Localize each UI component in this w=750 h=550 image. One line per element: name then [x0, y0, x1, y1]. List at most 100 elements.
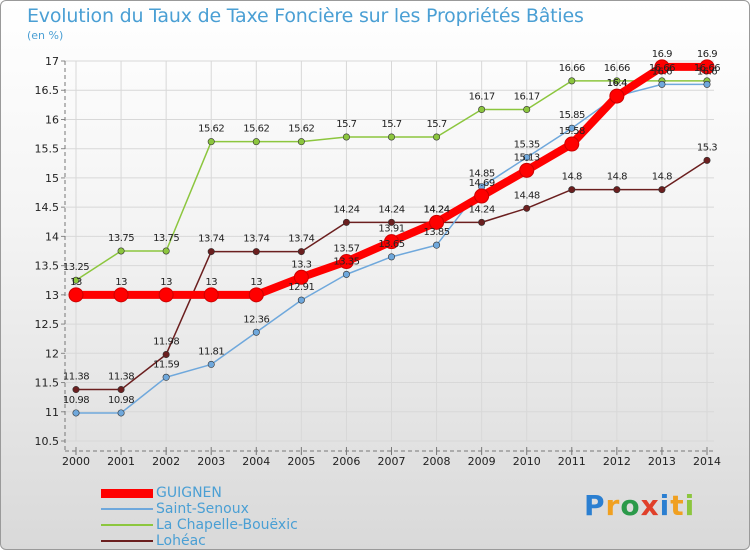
data-point — [387, 133, 395, 141]
y-tick-label: 14.5 — [35, 201, 60, 214]
data-label: 11.98 — [153, 336, 179, 347]
logo-letter: r — [605, 489, 621, 522]
data-label: 16.66 — [649, 63, 675, 74]
data-label: 14.85 — [469, 169, 495, 180]
legend-label: Lohéac — [156, 533, 206, 549]
data-label: 13 — [205, 277, 217, 288]
data-label: 15.62 — [243, 124, 269, 135]
data-label: 16.4 — [607, 78, 627, 89]
y-tick-label: 11 — [45, 406, 59, 419]
data-point — [654, 59, 670, 75]
data-point — [113, 287, 129, 303]
data-point — [158, 287, 174, 303]
legend-swatch — [101, 488, 153, 498]
data-point — [568, 124, 576, 132]
data-point — [519, 162, 535, 178]
x-tick-label: 2001 — [107, 455, 135, 468]
x-tick-label: 2010 — [513, 455, 541, 468]
data-point — [297, 296, 305, 304]
data-point — [478, 106, 486, 114]
data-point — [523, 204, 531, 212]
data-label: 13.57 — [333, 244, 359, 255]
data-label: 15.62 — [198, 124, 224, 135]
data-point — [699, 59, 715, 75]
y-tick-label: 15 — [45, 172, 59, 185]
x-tick-label: 2014 — [693, 455, 721, 468]
data-point — [564, 136, 580, 152]
data-label: 13.25 — [63, 262, 89, 273]
data-point — [207, 360, 215, 368]
data-label: 16.6 — [697, 66, 717, 77]
data-point — [609, 88, 625, 104]
data-point — [523, 153, 531, 161]
data-point — [568, 186, 576, 194]
data-label: 15.3 — [697, 142, 717, 153]
data-label: 13 — [115, 277, 127, 288]
data-label: 13.75 — [153, 233, 179, 244]
data-point — [387, 218, 395, 226]
legend: GUIGNEN Saint-Senoux La Chapelle-Bouëxic Lo… — [101, 485, 361, 549]
y-tick-label: 14 — [45, 230, 59, 243]
data-point — [207, 248, 215, 256]
data-point — [252, 328, 260, 336]
legend-label: La Chapelle-Bouëxic — [156, 517, 298, 533]
data-label: 16.9 — [652, 49, 672, 60]
data-point — [523, 106, 531, 114]
data-point — [248, 287, 264, 303]
data-point — [703, 80, 711, 88]
data-point — [433, 241, 441, 249]
data-point — [207, 138, 215, 146]
data-label: 13.75 — [108, 233, 134, 244]
data-label: 16.17 — [469, 92, 495, 103]
data-point — [658, 186, 666, 194]
data-point — [658, 80, 666, 88]
data-label: 15.7 — [336, 119, 356, 130]
data-point — [252, 248, 260, 256]
data-point — [117, 247, 125, 255]
data-point — [293, 269, 309, 285]
data-label: 14.8 — [562, 172, 582, 183]
data-point — [568, 77, 576, 85]
data-point — [342, 218, 350, 226]
data-point — [72, 386, 80, 394]
x-tick-label: 2005 — [287, 455, 315, 468]
data-label: 11.38 — [63, 372, 89, 383]
data-label: 14.24 — [333, 204, 359, 215]
logo-letter: i — [659, 489, 671, 522]
legend-item: La Chapelle-Bouëxic — [101, 517, 361, 533]
data-label: 15.85 — [559, 110, 585, 121]
data-point — [72, 276, 80, 284]
data-label: 11.38 — [108, 372, 134, 383]
data-label: 16.6 — [652, 66, 672, 77]
data-label: 13 — [160, 277, 172, 288]
data-label: 16.66 — [559, 63, 585, 74]
legend-swatch — [101, 524, 153, 526]
logo-letter: t — [670, 489, 685, 522]
data-label: 13 — [70, 277, 82, 288]
x-tick-label: 2000 — [62, 455, 90, 468]
data-label: 16.17 — [514, 92, 540, 103]
logo-letter: i — [684, 489, 696, 522]
logo-letter: P — [584, 489, 606, 522]
data-point — [478, 218, 486, 226]
data-point — [387, 253, 395, 261]
data-label: 13.3 — [291, 259, 311, 270]
data-point — [68, 287, 84, 303]
data-label: 16.66 — [604, 63, 630, 74]
data-label: 15.35 — [514, 139, 540, 150]
y-unit-label: (en %) — [27, 29, 64, 42]
data-label: 13.65 — [378, 239, 404, 250]
data-label: 15.7 — [381, 119, 401, 130]
data-point — [117, 386, 125, 394]
data-point — [162, 247, 170, 255]
x-tick-label: 2009 — [468, 455, 496, 468]
data-point — [613, 77, 621, 85]
data-label: 15.58 — [559, 126, 585, 137]
data-point — [703, 156, 711, 164]
data-label: 14.8 — [607, 172, 627, 183]
legend-item: Saint-Senoux — [101, 501, 361, 517]
data-label: 13.74 — [243, 234, 269, 245]
y-tick-label: 15.5 — [35, 143, 60, 156]
